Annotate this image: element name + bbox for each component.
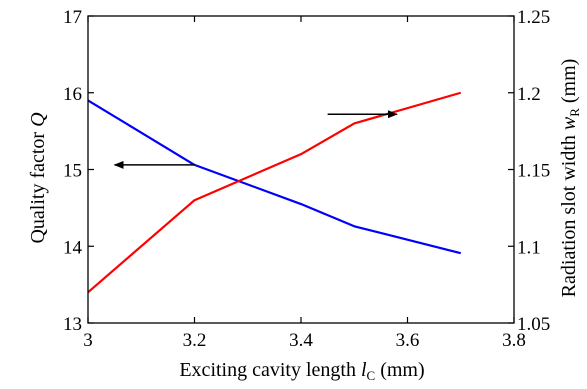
right-axis-title: Radiation slot width wR (mm) <box>558 59 582 298</box>
x-tick-label: 3.6 <box>396 330 420 351</box>
x-tick-label: 3.4 <box>289 330 313 351</box>
x-tick-label: 3.8 <box>502 330 526 351</box>
left-tick-label: 17 <box>63 7 82 28</box>
right-tick-label: 1.15 <box>517 161 550 182</box>
series-lines <box>87 91 462 294</box>
left-tick-label: 13 <box>63 314 82 335</box>
x-axis-title: Exciting cavity length lC (mm) <box>179 359 424 383</box>
left-tick-label: 15 <box>63 161 82 182</box>
right-tick-label: 1.05 <box>517 314 550 335</box>
tick-labels: 3 3.2 3.4 3.6 3.8 13 14 15 16 17 1.05 1.1 1.15 1.2 1.2… <box>63 7 550 351</box>
right-axis-series-line <box>87 91 462 294</box>
right-tick-label: 1.25 <box>517 7 550 28</box>
left-axis-series-line <box>87 99 462 255</box>
axis-ticks <box>87 15 515 324</box>
x-tick-label: 3 <box>83 330 93 351</box>
x-tick-label: 3.2 <box>183 330 207 351</box>
plot-frame <box>87 15 515 324</box>
left-tick-label: 14 <box>63 237 83 258</box>
right-tick-label: 1.2 <box>517 84 541 105</box>
left-axis-title: Quality factor Q <box>27 112 49 244</box>
left-tick-label: 16 <box>63 84 82 105</box>
annotation-arrows <box>113 110 398 169</box>
right-tick-label: 1.1 <box>517 237 541 258</box>
